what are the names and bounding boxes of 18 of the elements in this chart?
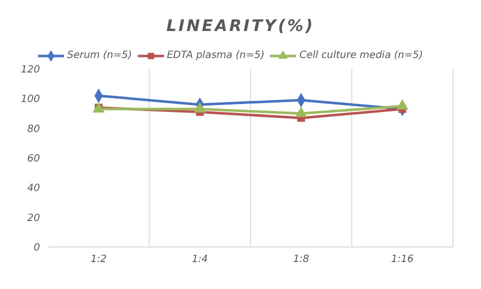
point <box>396 100 408 110</box>
y-tick-label: 60 <box>27 154 40 165</box>
legend-label: EDTA plasma (n=5) <box>166 50 264 61</box>
x-tick-label: 1:2 <box>90 254 107 266</box>
x-tick-label: 1:16 <box>391 254 414 266</box>
y-tick-label: 100 <box>20 94 40 106</box>
y-tick-label: 80 <box>27 124 40 135</box>
point <box>296 107 307 117</box>
y-tick-label: 40 <box>27 183 40 194</box>
legend-label: Serum (n=5) <box>67 50 132 61</box>
y-tick-label: 20 <box>27 212 40 224</box>
point <box>194 102 206 112</box>
chart-title: LINEARITY(%) <box>165 15 316 37</box>
x-tick-label: 1:4 <box>192 254 208 266</box>
legend-label: Cell culture media (n=5) <box>299 50 423 61</box>
y-tick-label: 120 <box>20 64 40 76</box>
y-tick-label: 0 <box>34 242 40 254</box>
x-tick-label: 1:8 <box>293 254 310 266</box>
